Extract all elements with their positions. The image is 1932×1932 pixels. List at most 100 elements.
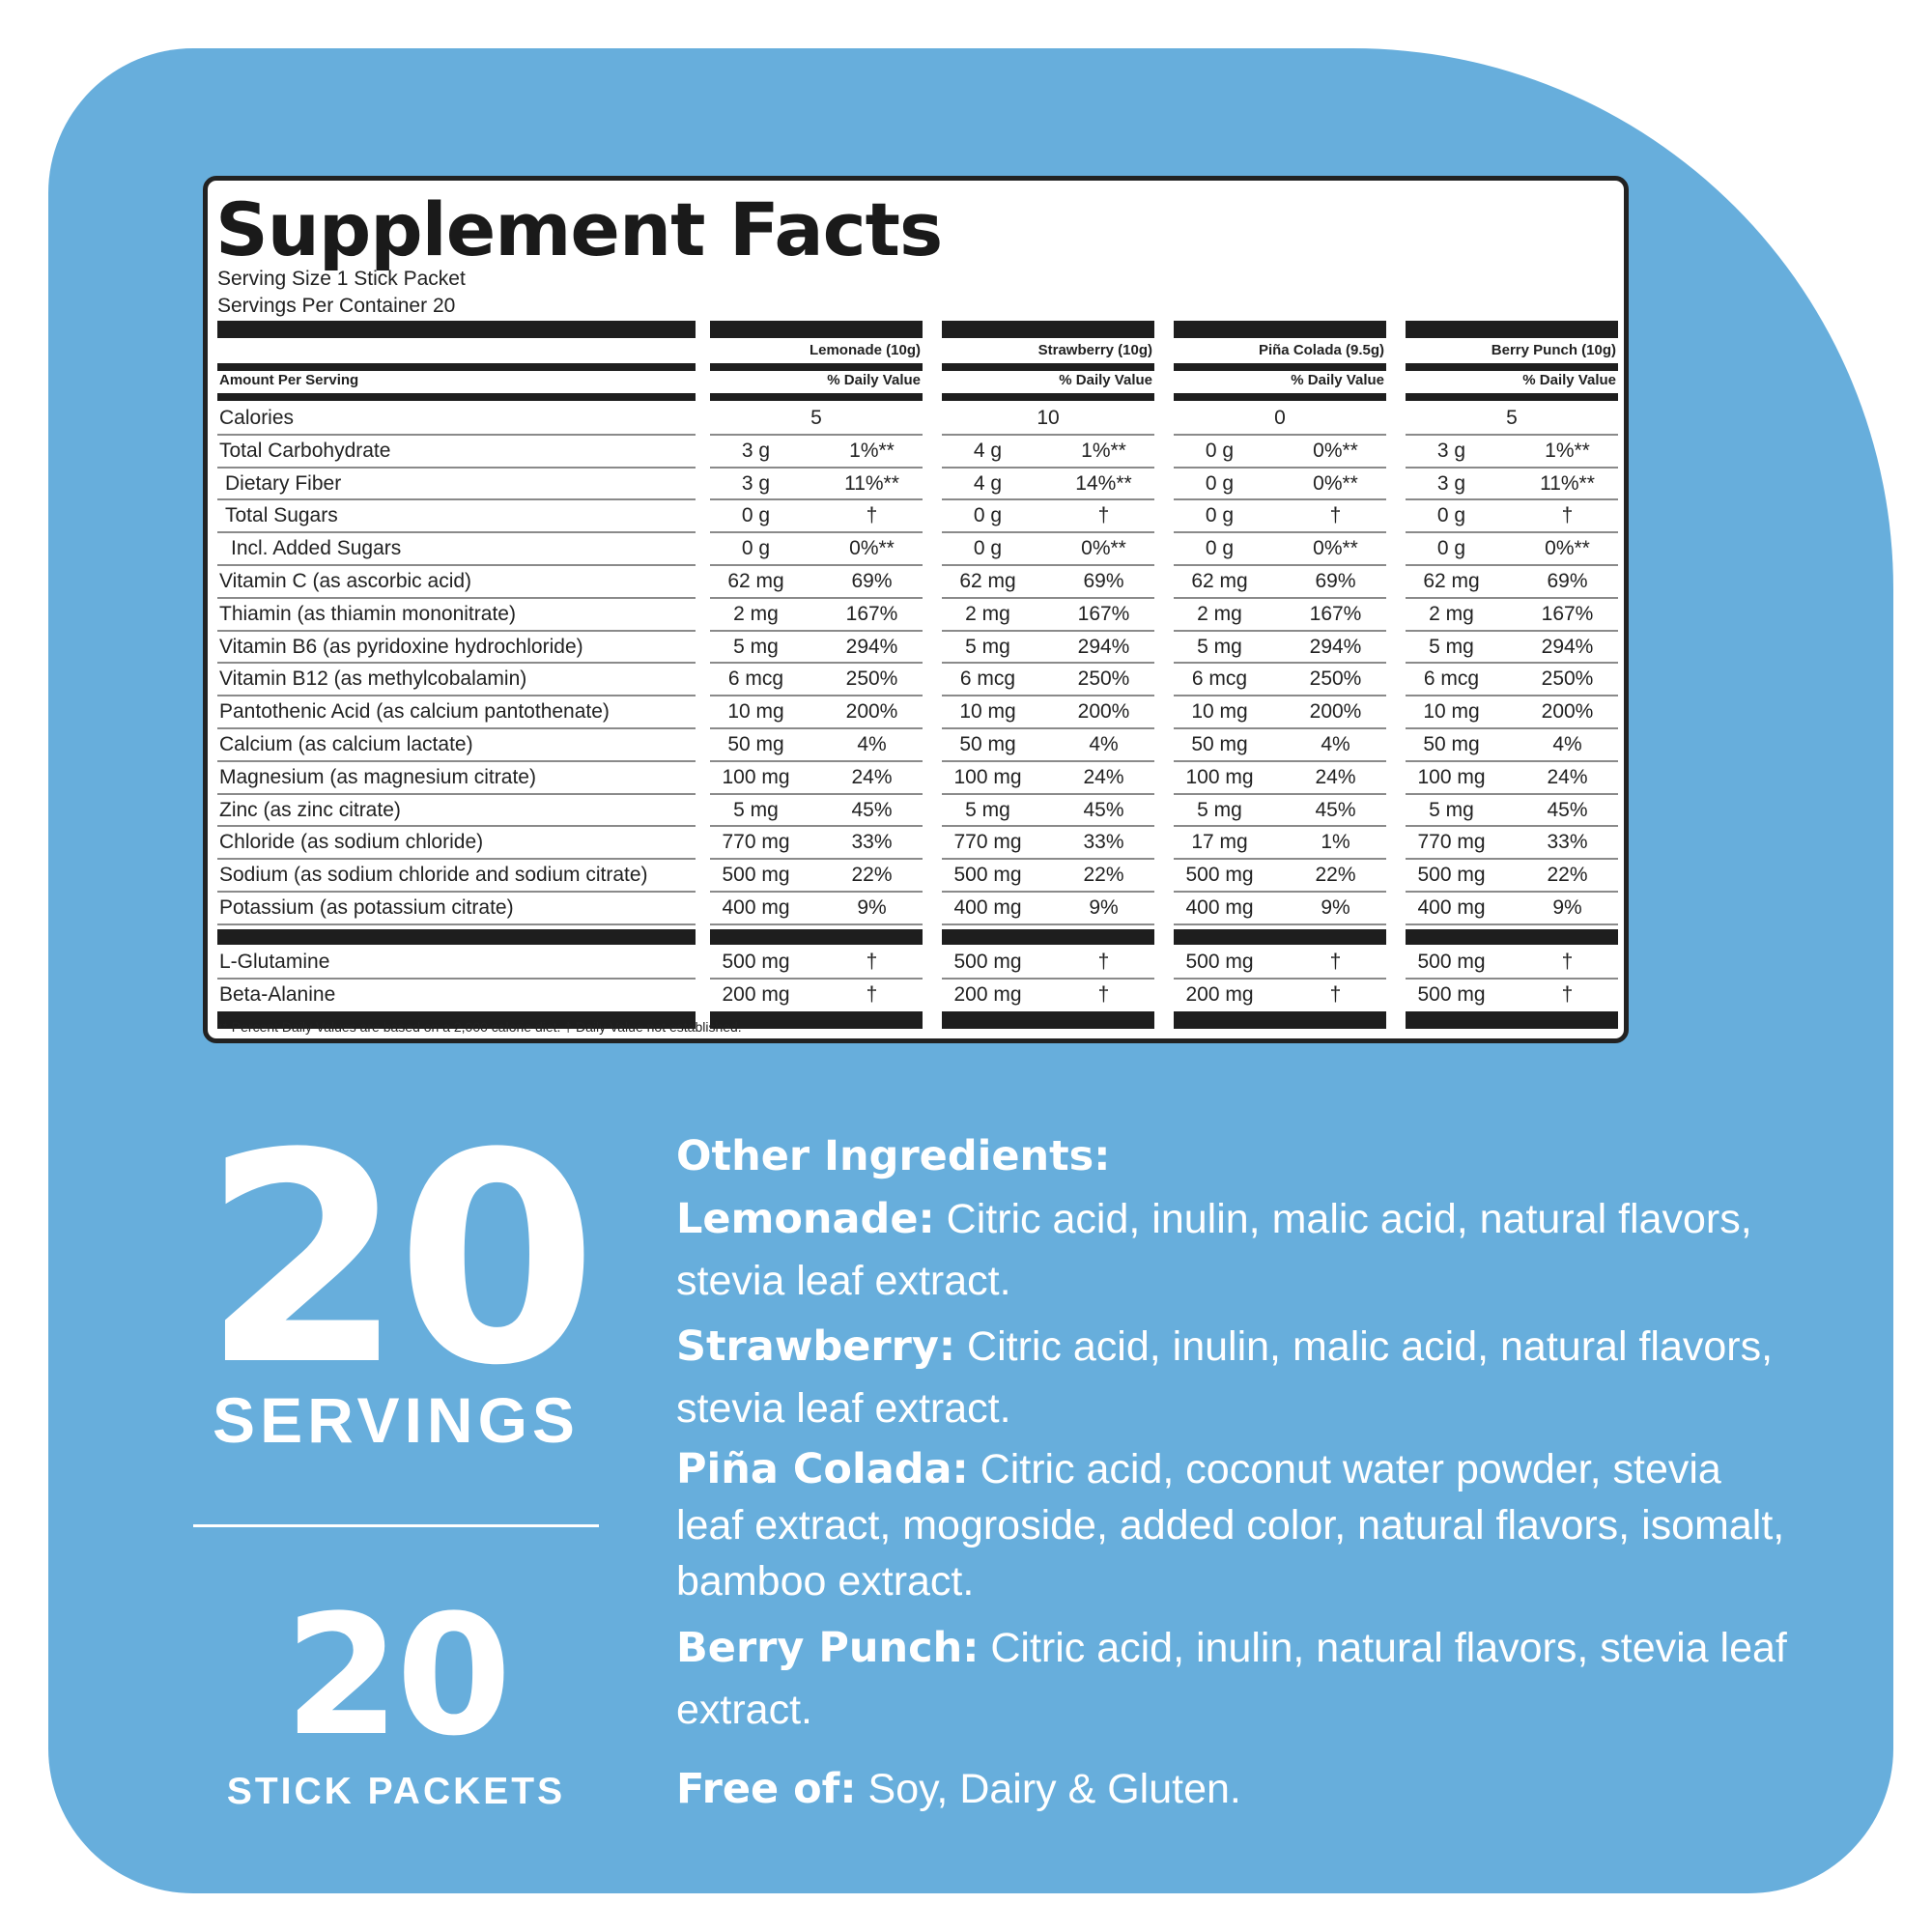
row-divider [710, 858, 923, 861]
thick-bar [1406, 1011, 1618, 1030]
row-divider [710, 433, 923, 436]
row-divider [1174, 727, 1386, 729]
row-divider [1406, 433, 1618, 436]
row-divider [942, 792, 1154, 795]
row-divider [710, 727, 923, 729]
nutrient-amount: 2 mg [1197, 602, 1242, 625]
row-divider [942, 977, 1154, 980]
nutrient-amount: 5 mg [733, 798, 779, 821]
nutrient-amount: 6 mcg [1191, 668, 1248, 691]
nutrient-daily-value: 24% [1083, 765, 1124, 788]
nutrient-amount: 770 mg [722, 831, 790, 854]
flavor-header: Strawberry (10g) [1037, 342, 1152, 358]
ingredients-pina-colada: Piña Colada: Citric acid, coconut water … [676, 1445, 1785, 1605]
nutrient-daily-value: † [1561, 504, 1574, 527]
servings-count: 20 [202, 1092, 597, 1429]
row-divider [710, 825, 923, 828]
row-divider [1174, 923, 1386, 925]
row-divider [942, 433, 1154, 436]
thick-bar [1406, 928, 1618, 945]
nutrient-name: Magnesium (as magnesium citrate) [219, 765, 536, 788]
row-divider [942, 891, 1154, 893]
nutrient-name: Thiamin (as thiamin mononitrate) [219, 602, 516, 625]
nutrient-amount: 6 mcg [959, 668, 1016, 691]
nutrient-daily-value: 69% [1547, 570, 1588, 592]
nutrient-daily-value: † [1097, 504, 1110, 527]
nutrient-amount: 4 g [973, 439, 1003, 462]
nutrient-amount: 50 mg [1423, 733, 1480, 755]
nutrient-amount: 2 mg [1429, 602, 1474, 625]
row-divider [1174, 531, 1386, 534]
row-divider [1406, 531, 1618, 534]
thick-bar [1174, 928, 1386, 945]
daily-value-header: % Daily Value [1291, 372, 1384, 388]
thick-bar [710, 1011, 923, 1030]
row-divider [1406, 498, 1618, 501]
nutrient-amount: 100 mg [1417, 765, 1486, 788]
nutrient-amount: 50 mg [959, 733, 1016, 755]
nutrient-name: Chloride (as sodium chloride) [219, 831, 484, 854]
nutrient-daily-value: 24% [1315, 765, 1356, 788]
divider [193, 1524, 599, 1527]
nutrient-daily-value: 4% [857, 733, 887, 755]
row-divider [1174, 498, 1386, 501]
nutrient-amount: 10 mg [727, 700, 784, 724]
flavor-column: Strawberry (10g) % Daily Value 10 4 g 1%** 4 … [942, 321, 1154, 1030]
nutrient-amount: 500 mg [722, 864, 790, 887]
nutrient-daily-value: 0%** [1313, 471, 1358, 495]
servings-label: SERVINGS [213, 1384, 580, 1456]
servings-per-container: Servings Per Container 20 [217, 295, 456, 317]
row-divider [942, 825, 1154, 828]
nutrient-name: Vitamin B12 (as methylcobalamin) [219, 668, 527, 691]
nutrient-amount: 2 mg [965, 602, 1010, 625]
nutrient-daily-value: 33% [851, 831, 893, 854]
nutrient-amount: 500 mg [1417, 864, 1486, 887]
nutrient-daily-value: 33% [1083, 831, 1124, 854]
thick-bar [217, 928, 696, 945]
row-divider [1174, 596, 1386, 599]
nutrient-amount: 0 g [741, 537, 771, 560]
row-divider [1406, 466, 1618, 469]
nutrient-daily-value: 22% [851, 864, 893, 887]
row-divider [1406, 759, 1618, 762]
row-divider [942, 727, 1154, 729]
amount-per-serving: Amount Per Serving [219, 372, 359, 388]
row-divider [942, 923, 1154, 925]
other-nutrient-amount: 200 mg [1185, 982, 1254, 1006]
medium-bar [710, 363, 923, 371]
row-divider [217, 498, 696, 501]
packets-label: STICK PACKETS [226, 1771, 566, 1812]
nutrient-name: Vitamin C (as ascorbic acid) [219, 570, 472, 592]
medium-bar [942, 393, 1154, 401]
nutrient-daily-value: 167% [1309, 602, 1362, 625]
nutrient-amount: 10 mg [1423, 700, 1480, 724]
nutrient-daily-value: 69% [1315, 570, 1356, 592]
flavor-header: Lemonade (10g) [809, 342, 921, 358]
nutrient-daily-value: 45% [1083, 798, 1124, 821]
row-divider [217, 923, 696, 925]
other-nutrient-amount: 500 mg [953, 950, 1022, 973]
row-divider [1406, 977, 1618, 980]
other-nutrient-amount: 500 mg [722, 950, 790, 973]
nutrient-daily-value: 11%** [1540, 471, 1595, 495]
nutrient-daily-value: 250% [845, 668, 898, 691]
other-nutrient-amount: 500 mg [1417, 982, 1486, 1006]
nutrient-amount: 6 mcg [1423, 668, 1480, 691]
serving-size: Serving Size 1 Stick Packet [217, 268, 466, 290]
nutrient-daily-value: 200% [845, 700, 898, 724]
nutrient-daily-value: 294% [1077, 635, 1130, 658]
row-divider [942, 662, 1154, 665]
nutrient-amount: 5 mg [733, 635, 779, 658]
nutrient-amount: 0 g [973, 504, 1003, 527]
calories-value: 5 [810, 407, 822, 429]
other-nutrient-name: L-Glutamine [219, 950, 330, 973]
thick-bar [710, 321, 923, 338]
row-divider [217, 792, 696, 795]
flavor-column: Piña Colada (9.5g) % Daily Value 0 0 g 0%** 0… [1174, 321, 1386, 1030]
medium-bar [710, 393, 923, 401]
nutrient-amount: 50 mg [727, 733, 784, 755]
medium-bar [942, 363, 1154, 371]
row-divider [710, 564, 923, 566]
row-divider [217, 695, 696, 697]
row-divider [217, 977, 696, 980]
